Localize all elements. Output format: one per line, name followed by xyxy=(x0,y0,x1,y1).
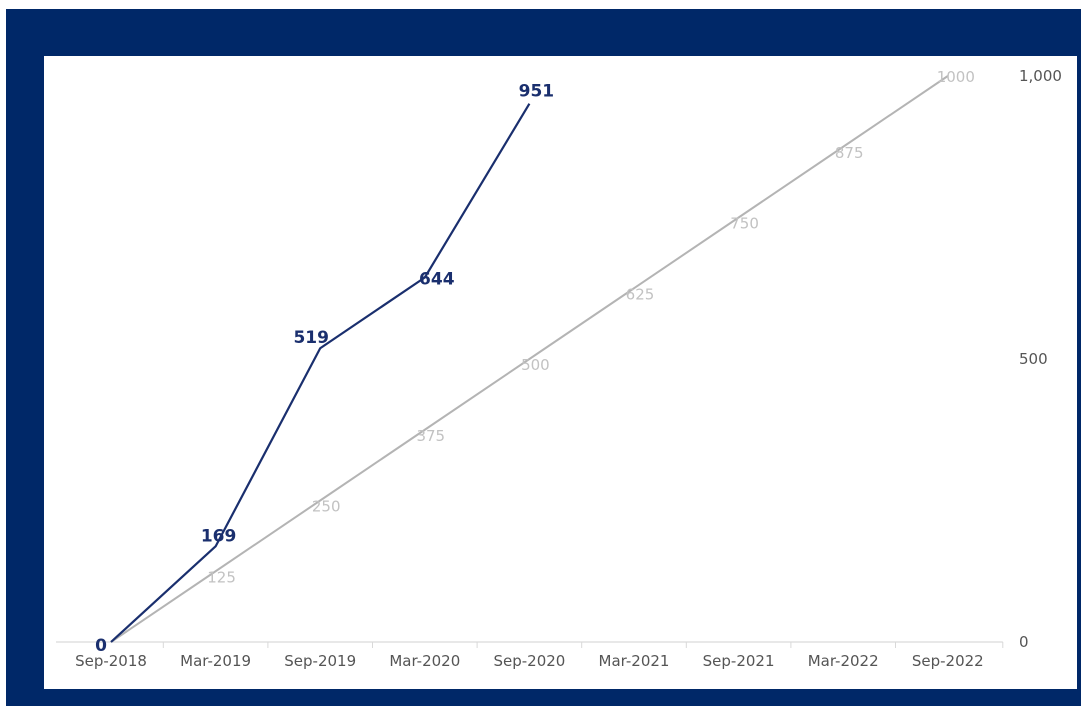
target-data-label: 250 xyxy=(312,498,341,516)
actual-data-label: 644 xyxy=(419,269,455,289)
x-tick-label: Mar-2022 xyxy=(808,652,879,670)
x-tick-label: Mar-2021 xyxy=(599,652,670,670)
chart-panel: Sep-2018 Mar-2019 Sep-2019 Mar-2020 Sep-2020… xyxy=(44,56,1077,689)
chart-border: Sep-2018 Mar-2019 Sep-2019 Mar-2020 Sep-2020… xyxy=(6,9,1081,706)
target-data-label: 625 xyxy=(626,285,655,303)
actual-data-label: 951 xyxy=(519,82,555,102)
target-data-label: 125 xyxy=(207,568,236,586)
axis-layer: Sep-2018 Mar-2019 Sep-2019 Mar-2020 Sep-2020… xyxy=(56,67,1062,670)
target-data-label: 875 xyxy=(835,144,864,162)
actual-data-label: 519 xyxy=(293,328,329,348)
actual-series xyxy=(110,103,531,643)
x-tick-label: Mar-2020 xyxy=(389,652,460,670)
target-data-label: 500 xyxy=(521,356,550,374)
x-tick-label: Sep-2019 xyxy=(284,652,356,670)
target-data-label: 750 xyxy=(730,215,759,233)
target-data-label: 1000 xyxy=(937,68,975,86)
x-tick-label: Mar-2019 xyxy=(180,652,251,670)
actual-data-label: 169 xyxy=(201,526,237,546)
line-chart: Sep-2018 Mar-2019 Sep-2019 Mar-2020 Sep-2020… xyxy=(56,67,1062,670)
x-tick-label: Sep-2018 xyxy=(75,652,147,670)
y-tick-label: 1,000 xyxy=(1019,67,1062,85)
x-tick-label: Sep-2021 xyxy=(703,652,775,670)
actual-data-label: 0 xyxy=(95,636,107,656)
y-tick-label: 500 xyxy=(1019,350,1048,368)
y-tick-label: 0 xyxy=(1019,633,1029,651)
actual-series-line xyxy=(110,103,531,643)
target-data-label: 375 xyxy=(416,427,445,445)
x-tick-label: Sep-2020 xyxy=(493,652,565,670)
x-tick-label: Sep-2022 xyxy=(912,652,984,670)
data-labels: 0 169 519 644 951 125 250 375 500 625 750 875 1000 xyxy=(95,68,975,656)
